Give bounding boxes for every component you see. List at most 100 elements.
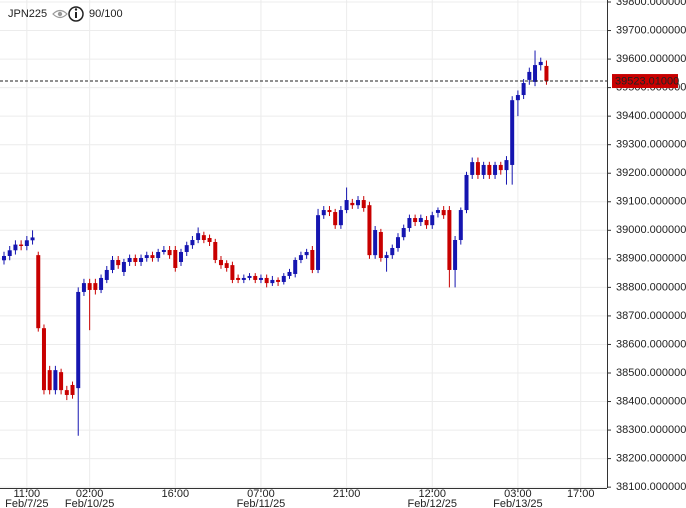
candle-body bbox=[344, 200, 349, 211]
candle-body bbox=[413, 218, 418, 223]
y-tick-label: 38300.000000 bbox=[616, 424, 686, 436]
candle-body bbox=[236, 277, 241, 280]
candle-body bbox=[527, 71, 532, 80]
candle-body bbox=[498, 164, 503, 171]
candle-body bbox=[304, 251, 309, 256]
candle-body bbox=[201, 235, 206, 241]
candle-body bbox=[430, 215, 435, 226]
candle-body bbox=[487, 164, 492, 175]
last-price-label: 39523.01000 bbox=[615, 75, 679, 87]
candle-body bbox=[316, 215, 321, 270]
candle-body bbox=[24, 240, 29, 246]
x-tick-label: 17:00 bbox=[567, 488, 595, 500]
y-tick-label: 38400.000000 bbox=[616, 395, 686, 407]
grid bbox=[0, 0, 607, 488]
candle-body bbox=[41, 328, 46, 391]
y-tick-label: 38700.000000 bbox=[616, 310, 686, 322]
candle-body bbox=[407, 218, 412, 229]
candle-body bbox=[373, 230, 378, 256]
candle-body bbox=[99, 277, 104, 290]
candle-body bbox=[493, 164, 498, 175]
candle-body bbox=[441, 210, 446, 216]
x-tick-label: 12:00 bbox=[418, 488, 446, 500]
candle-body bbox=[270, 279, 275, 284]
candle-body bbox=[230, 265, 235, 280]
candle-body bbox=[356, 200, 361, 206]
x-tick-label: 02:00 bbox=[76, 488, 104, 500]
candle-body bbox=[59, 372, 64, 391]
candle-body bbox=[384, 255, 389, 258]
candle-body bbox=[327, 210, 332, 213]
eye-icon[interactable] bbox=[52, 9, 68, 19]
y-tick-label: 38600.000000 bbox=[616, 338, 686, 350]
x-date-label: Feb/13/25 bbox=[493, 498, 543, 508]
candle-body bbox=[521, 83, 526, 96]
candle-body bbox=[156, 251, 161, 258]
y-tick-label: 39200.000000 bbox=[616, 167, 686, 179]
candle-body bbox=[30, 237, 35, 241]
y-tick-label: 39300.000000 bbox=[616, 139, 686, 151]
x-tick-label: 07:00 bbox=[247, 488, 275, 500]
y-tick-label: 38900.000000 bbox=[616, 253, 686, 265]
candle-body bbox=[395, 237, 400, 248]
candle-body bbox=[110, 259, 115, 270]
candle-body bbox=[161, 249, 166, 252]
symbol: JPN225 bbox=[8, 8, 47, 20]
candle-body bbox=[127, 257, 132, 262]
score: 90/100 bbox=[89, 8, 123, 20]
candle-body bbox=[207, 238, 212, 243]
candle-body bbox=[504, 160, 509, 171]
candle-body bbox=[533, 65, 538, 82]
candle-body bbox=[7, 250, 12, 256]
candle-body bbox=[104, 269, 109, 280]
candle-body bbox=[144, 255, 149, 258]
candle-body bbox=[298, 255, 303, 260]
candle-body bbox=[333, 212, 338, 226]
candle-body bbox=[179, 251, 184, 262]
candle-body bbox=[544, 65, 549, 82]
candles bbox=[2, 50, 549, 436]
candle-body bbox=[173, 249, 178, 268]
candle-body bbox=[258, 277, 263, 280]
candle-body bbox=[139, 257, 144, 262]
candle-body bbox=[361, 200, 366, 209]
candle-body bbox=[538, 61, 543, 66]
candle-body bbox=[253, 275, 258, 280]
y-tick-label: 38800.000000 bbox=[616, 281, 686, 293]
candle-body bbox=[453, 240, 458, 270]
candle-body bbox=[47, 370, 52, 391]
candle-body bbox=[87, 283, 92, 290]
candle-body bbox=[281, 275, 286, 282]
y-tick-label: 38200.000000 bbox=[616, 453, 686, 465]
candle-body bbox=[338, 210, 343, 226]
x-date-label: Feb/10/25 bbox=[65, 498, 115, 508]
y-tick-label: 38500.000000 bbox=[616, 367, 686, 379]
candle-body bbox=[218, 259, 223, 266]
x-date-label: Feb/11/25 bbox=[237, 498, 286, 508]
candle-body bbox=[64, 390, 69, 395]
candle-body bbox=[435, 210, 440, 213]
x-date-label: Feb/12/25 bbox=[407, 498, 457, 508]
candle-body bbox=[190, 240, 195, 246]
candle-body bbox=[458, 210, 463, 241]
candle-body bbox=[36, 255, 41, 329]
candle-body bbox=[350, 202, 355, 206]
candle-body bbox=[81, 283, 86, 292]
candle-body bbox=[390, 247, 395, 256]
x-tick-label: 16:00 bbox=[162, 488, 190, 500]
candle-body bbox=[76, 291, 81, 389]
candle-body bbox=[19, 244, 24, 246]
candle-body bbox=[150, 255, 155, 258]
y-tick-label: 39700.000000 bbox=[616, 24, 686, 36]
candle-body bbox=[287, 271, 292, 276]
candle-body bbox=[121, 261, 126, 272]
candle-body bbox=[241, 277, 246, 280]
candle-body bbox=[515, 95, 520, 101]
x-date-label: Feb/7/25 bbox=[5, 498, 48, 508]
candle-body bbox=[276, 279, 281, 282]
info-icon[interactable] bbox=[68, 6, 84, 22]
y-tick-label: 39000.000000 bbox=[616, 224, 686, 236]
candle-body bbox=[167, 249, 172, 256]
